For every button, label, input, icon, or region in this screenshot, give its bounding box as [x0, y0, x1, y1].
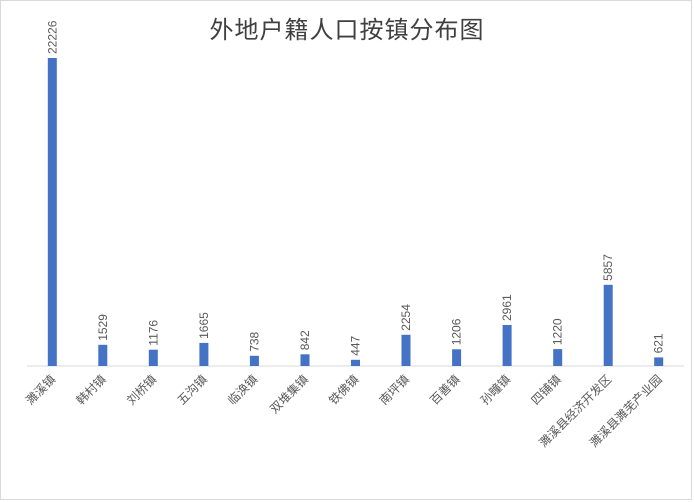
category-label-7: 南坪镇 [376, 372, 412, 408]
bar-11 [603, 284, 613, 366]
category-label-1: 韩村镇 [73, 372, 109, 408]
data-label-2: 1176 [146, 320, 160, 346]
data-label-5: 842 [298, 330, 312, 350]
data-label-11: 5857 [601, 254, 615, 281]
data-label-1: 1529 [96, 314, 110, 341]
bar-7 [401, 334, 411, 366]
category-label-9: 孙疃镇 [477, 372, 513, 408]
data-label-4: 738 [247, 331, 261, 351]
data-label-12: 621 [652, 333, 666, 353]
data-label-9: 2961 [500, 294, 514, 321]
category-label-2: 刘桥镇 [124, 372, 159, 407]
data-label-0: 22226 [45, 20, 59, 54]
data-label-7: 2254 [399, 304, 413, 331]
bar-5 [300, 354, 310, 366]
category-label-3: 五沟镇 [175, 372, 210, 407]
bar-0 [47, 58, 57, 366]
data-label-10: 1220 [551, 318, 565, 345]
data-label-3: 1665 [197, 312, 211, 339]
category-label-0: 濉溪镇 [22, 372, 58, 408]
bar-12 [654, 357, 664, 366]
bar-1 [98, 344, 108, 366]
data-label-8: 1206 [450, 318, 464, 345]
bar-9 [502, 325, 512, 366]
category-label-10: 四铺镇 [528, 372, 563, 407]
category-label-8: 百善镇 [427, 372, 463, 408]
bar-3 [199, 342, 209, 366]
bar-4 [249, 355, 259, 366]
category-label-4: 临涣镇 [225, 372, 260, 407]
category-label-5: 双堆集镇 [267, 372, 312, 417]
data-label-6: 447 [349, 335, 363, 355]
bar-2 [148, 349, 158, 366]
bar-6 [351, 359, 360, 366]
chart-title: 外地户籍人口按镇分布图 [209, 16, 485, 44]
bar-8 [452, 349, 462, 366]
category-label-6: 铁佛镇 [326, 372, 361, 407]
bar-10 [553, 349, 563, 366]
